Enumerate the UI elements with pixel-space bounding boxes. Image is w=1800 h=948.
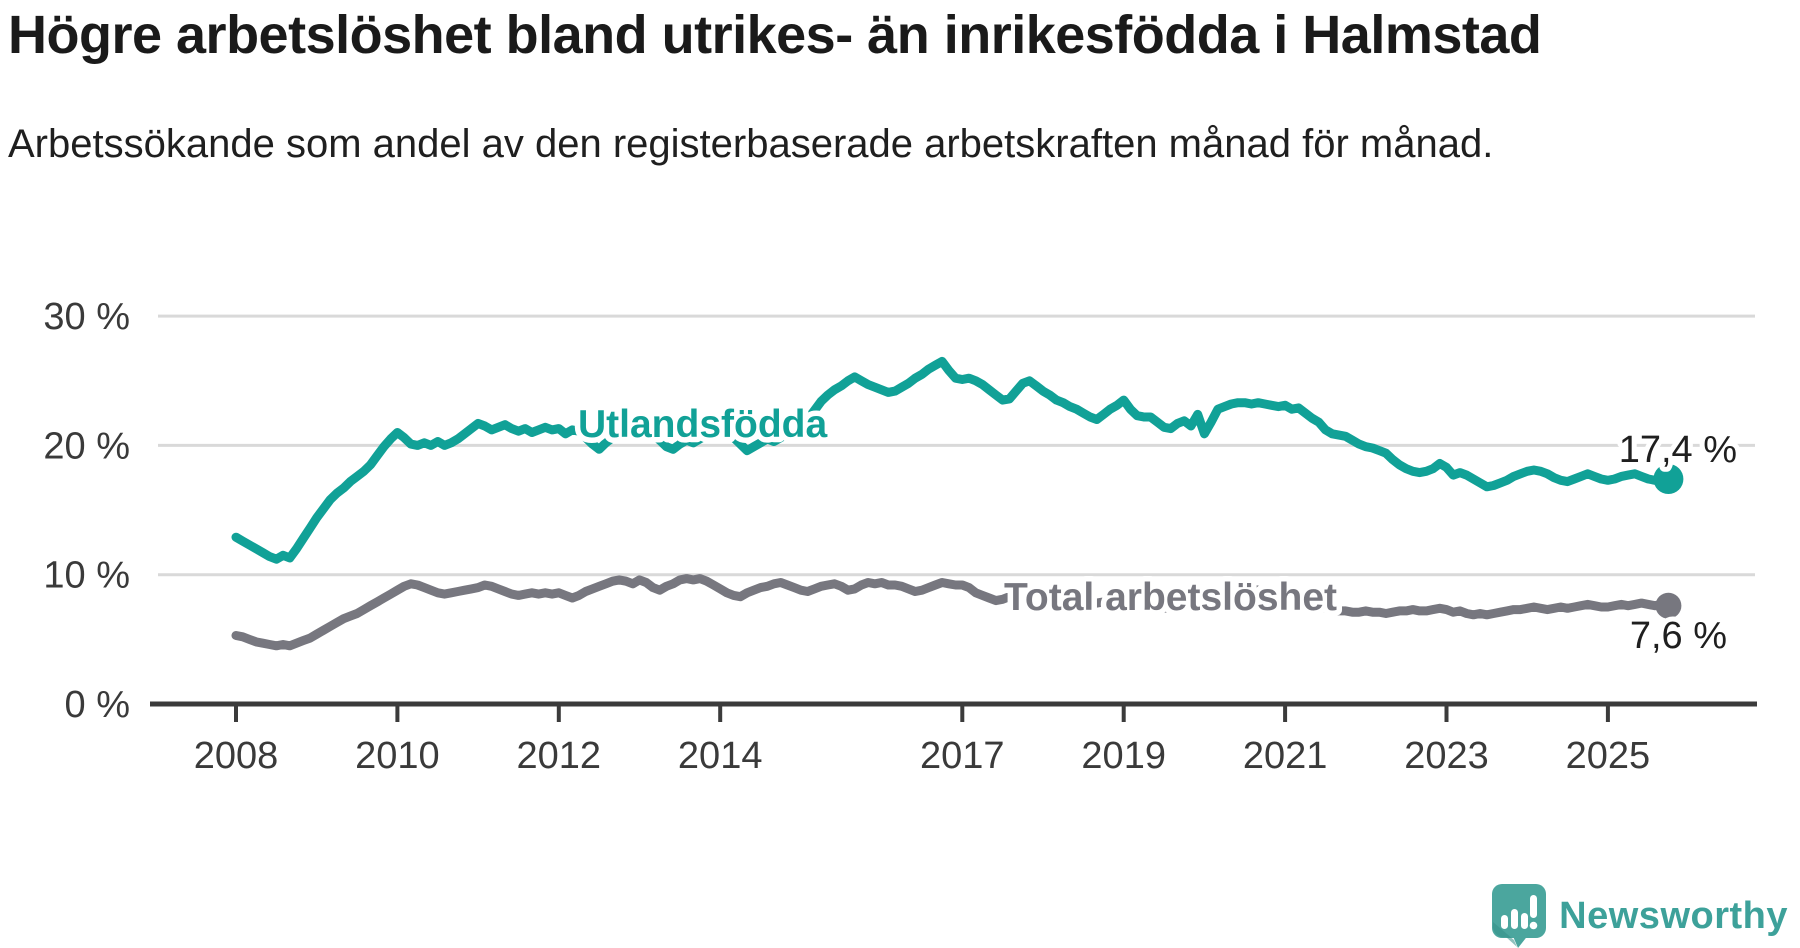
series-end-dot-1 — [1655, 592, 1682, 619]
series-line-0 — [231, 356, 1673, 564]
x-tick-label: 2017 — [920, 735, 1005, 777]
series-line-1 — [231, 574, 1673, 651]
x-tick-label: 2010 — [355, 735, 440, 777]
series-label-0: Utlandsfödda — [578, 403, 827, 446]
x-tick-label: 2012 — [517, 735, 602, 777]
series-label-1: Total arbetslöshet — [1004, 576, 1337, 619]
newsworthy-logo-text: Newsworthy — [1559, 894, 1788, 937]
x-tick-label: 2023 — [1404, 735, 1489, 777]
x-tick-label: 2025 — [1566, 735, 1651, 777]
x-tick-label: 2021 — [1243, 735, 1328, 777]
newsworthy-logo-icon — [1492, 884, 1547, 948]
y-tick-label: 30 % — [43, 296, 130, 338]
y-tick-label: 10 % — [43, 555, 130, 597]
chart-subtitle: Arbetssökande som andel av den registerb… — [8, 122, 1494, 166]
series-end-dot-0 — [1653, 464, 1684, 494]
y-tick-label: 20 % — [43, 425, 130, 467]
x-tick-label: 2019 — [1081, 735, 1166, 777]
x-tick-label: 2008 — [194, 735, 279, 777]
chart-title: Högre arbetslöshet bland utrikes- än inr… — [8, 5, 1542, 65]
newsworthy-logo: Newsworthy — [1492, 884, 1788, 948]
series-end-value-0: 17,4 % — [1619, 429, 1737, 471]
y-tick-label: 0 % — [65, 684, 130, 726]
series-end-value-1: 7,6 % — [1630, 615, 1727, 657]
x-tick-label: 2014 — [678, 735, 763, 777]
